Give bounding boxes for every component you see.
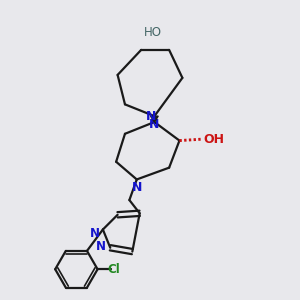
- Text: N: N: [90, 226, 100, 239]
- Text: N: N: [132, 181, 142, 194]
- Polygon shape: [151, 116, 158, 122]
- Text: N: N: [96, 240, 106, 253]
- Text: Cl: Cl: [107, 263, 120, 276]
- Text: OH: OH: [204, 133, 225, 146]
- Text: N: N: [149, 118, 160, 131]
- Text: HO: HO: [144, 26, 162, 39]
- Text: N: N: [146, 110, 157, 123]
